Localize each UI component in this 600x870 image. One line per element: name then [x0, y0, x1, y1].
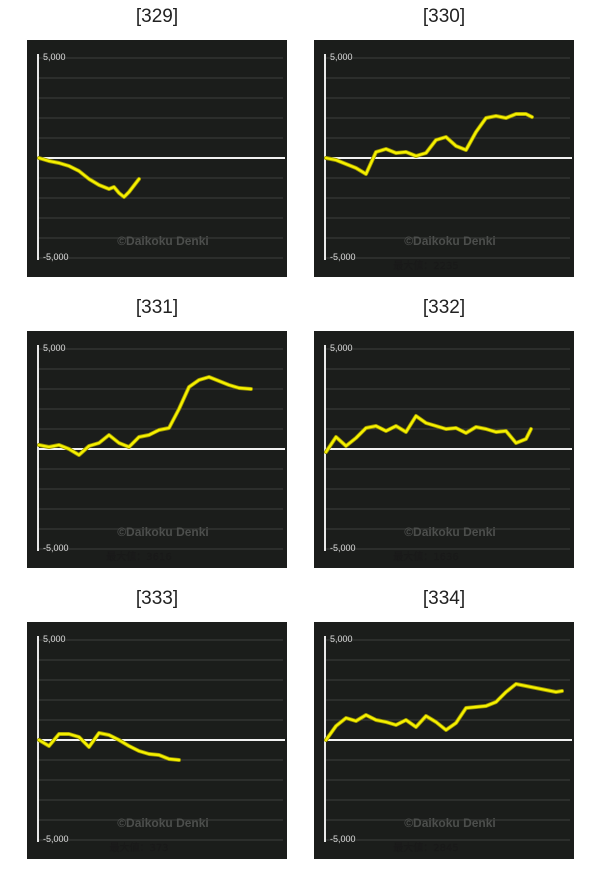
- series-line-shadow: [324, 414, 533, 454]
- series-line-shadow: [324, 682, 564, 742]
- y-tick-bottom-label: -5,000: [330, 543, 356, 553]
- chart-panel: 5,000 -5,000 ©Daikoku Denki 最大値：2235: [314, 40, 574, 277]
- watermark-text: ©Daikoku Denki: [404, 234, 496, 248]
- y-tick-top-label: 5,000: [330, 634, 353, 644]
- series-line: [37, 156, 141, 199]
- watermark-text: ©Daikoku Denki: [117, 234, 209, 248]
- watermark-text: ©Daikoku Denki: [404, 525, 496, 539]
- series-line: [324, 682, 564, 742]
- y-tick-top-label: 5,000: [43, 343, 66, 353]
- series-line-shadow: [324, 112, 534, 176]
- watermark-text: ©Daikoku Denki: [404, 816, 496, 830]
- max-value-label: 最大値：1636: [393, 550, 458, 563]
- series-line: [37, 731, 181, 762]
- y-tick-top-label: 5,000: [43, 634, 66, 644]
- series-line: [37, 375, 253, 457]
- chart-svg: 5,000 -5,000 ©Daikoku Denki 最大値：2845: [324, 634, 572, 854]
- max-value-label: 最大値：373: [109, 841, 168, 854]
- y-tick-bottom-label: -5,000: [43, 834, 69, 844]
- series-line: [324, 414, 533, 454]
- max-value-label: 最大値：3616: [106, 550, 171, 563]
- y-tick-bottom-label: -5,000: [43, 252, 69, 262]
- y-tick-top-label: 5,000: [330, 343, 353, 353]
- chart-panel: 5,000 -5,000 ©Daikoku Denki 最大値：3616: [27, 331, 287, 568]
- chart-title: [331]: [135, 297, 179, 318]
- chart-svg: 5,000 -5,000 ©Daikoku Denki 最大値：3616: [37, 343, 285, 563]
- chart-panel: 5,000 -5,000 ©Daikoku Denki 最大値：373: [27, 622, 287, 859]
- chart-svg: 5,000 -5,000 ©Daikoku Denki 最大値：2235: [324, 52, 572, 272]
- chart-panel: 5,000 -5,000 ©Daikoku Denki 最大値：2845: [314, 622, 574, 859]
- chart-title: [333]: [135, 588, 179, 609]
- chart-title: [329]: [135, 6, 179, 27]
- y-tick-bottom-label: -5,000: [330, 834, 356, 844]
- max-value-label: 最大値：2845: [393, 841, 458, 854]
- chart-title: [330]: [422, 6, 466, 27]
- max-value-label: 最大値：2235: [393, 259, 458, 272]
- watermark-text: ©Daikoku Denki: [117, 525, 209, 539]
- chart-panel: 5,000 -5,000 ©Daikoku Denki 最大値：1636: [314, 331, 574, 568]
- y-tick-top-label: 5,000: [330, 52, 353, 62]
- chart-title: [332]: [422, 297, 466, 318]
- y-tick-top-label: 5,000: [43, 52, 66, 62]
- watermark-text: ©Daikoku Denki: [117, 816, 209, 830]
- chart-svg: 5,000 -5,000 ©Daikoku Denki: [37, 52, 285, 262]
- chart-svg: 5,000 -5,000 ©Daikoku Denki 最大値：373: [37, 634, 285, 854]
- chart-panel: 5,000 -5,000 ©Daikoku Denki: [27, 40, 287, 277]
- y-tick-bottom-label: -5,000: [43, 543, 69, 553]
- series-line: [324, 112, 534, 176]
- chart-title: [334]: [422, 588, 466, 609]
- chart-svg: 5,000 -5,000 ©Daikoku Denki 最大値：1636: [324, 343, 572, 563]
- y-tick-bottom-label: -5,000: [330, 252, 356, 262]
